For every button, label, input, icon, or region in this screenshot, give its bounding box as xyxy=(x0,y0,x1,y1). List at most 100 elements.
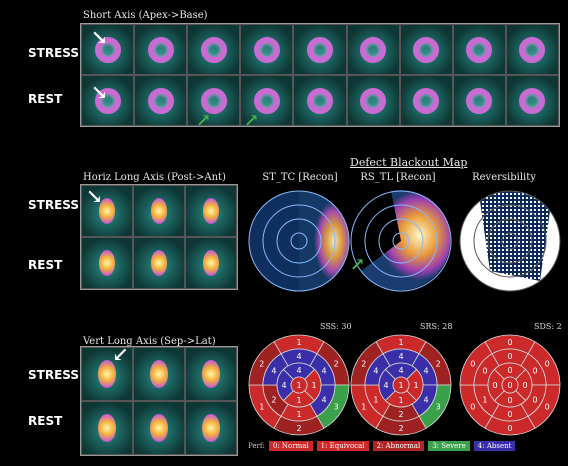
bullseye-score-label: 4 xyxy=(281,381,286,390)
green-arrow-icon: ↗ xyxy=(244,110,260,131)
vla-stress-label: STRESS xyxy=(28,368,80,382)
bullseye-score-label: 1 xyxy=(311,381,316,390)
bullseye-score-label: 0 xyxy=(482,367,487,376)
white-arrow-icon: ↙ xyxy=(112,342,129,366)
bullseye-score-label: 1 xyxy=(296,338,301,347)
bullseye-score-label: 0 xyxy=(533,367,538,376)
bullseye-score-label: 1 xyxy=(361,403,366,412)
tracer-uptake xyxy=(151,198,167,224)
perfusion-legend: Perf: 0: Normal 1: Equivocal 2: Abnormal… xyxy=(248,441,516,451)
bullseye-score-label: 1 xyxy=(296,381,301,390)
bullseye-score-label: 2 xyxy=(296,424,301,433)
bullseye-score-label: 2 xyxy=(259,360,264,369)
map-title-reversibility: Reversibility xyxy=(472,172,536,183)
tracer-uptake xyxy=(99,198,115,224)
score-sds: SDS: 2 xyxy=(534,322,562,331)
score-sss: SSS: 30 xyxy=(320,322,352,331)
scan-slice xyxy=(452,75,506,126)
bullseye-score-label: 4 xyxy=(296,352,301,361)
bullseye-score-label: 1 xyxy=(259,403,264,412)
scan-slice xyxy=(81,401,133,455)
scan-slice xyxy=(185,401,237,455)
score-srs: SRS: 28 xyxy=(420,322,453,331)
tracer-uptake xyxy=(519,36,546,63)
bullseye-score-label: 1 xyxy=(413,381,418,390)
bullseye-score-label: 0 xyxy=(545,403,550,412)
short-axis-title: Short Axis (Apex->Base) xyxy=(83,10,208,21)
tracer-uptake xyxy=(306,36,333,63)
legend-abnormal: 2: Abnormal xyxy=(372,441,425,451)
map-title-stress: ST_TC [Recon] xyxy=(262,172,338,183)
bullseye-score-label: 1 xyxy=(296,410,301,419)
scan-slice xyxy=(133,237,185,289)
vla-panel xyxy=(80,346,238,456)
legend-equivocal: 1: Equivocal xyxy=(316,441,369,451)
bullseye-score-label: 0 xyxy=(470,403,475,412)
scan-slice xyxy=(346,24,400,75)
hla-rest-label: REST xyxy=(28,258,63,272)
white-arrow-icon: ↘ xyxy=(91,25,108,49)
hla-title: Horiz Long Axis (Post->Ant) xyxy=(83,172,226,183)
bullseye-score-label: 0 xyxy=(533,396,538,405)
scan-slice xyxy=(81,75,135,126)
tracer-uptake xyxy=(519,87,546,114)
scan-slice xyxy=(505,75,559,126)
bullseye-score-label: 0 xyxy=(507,338,512,347)
tracer-uptake xyxy=(360,36,387,63)
bullseye-score-label: 4 xyxy=(383,381,388,390)
bullseye-score-label: 2 xyxy=(436,360,441,369)
green-arrow-icon: ↗ xyxy=(196,110,212,131)
tracer-uptake xyxy=(466,36,493,63)
bullseye-score-label: 3 xyxy=(436,403,441,412)
tracer-uptake xyxy=(253,87,280,114)
scan-slice xyxy=(293,24,347,75)
scan-slice xyxy=(81,185,133,237)
hla-slices xyxy=(81,185,237,289)
bullseye-score-label: 0 xyxy=(507,410,512,419)
tracer-uptake xyxy=(147,36,174,63)
polar-map-rest xyxy=(350,190,452,292)
tracer-uptake xyxy=(360,87,387,114)
legend-absent: 4: Absent xyxy=(473,441,516,451)
scan-slice xyxy=(452,24,506,75)
bullseye-score-label: 4 xyxy=(322,367,327,376)
scan-slice xyxy=(240,75,294,126)
polar-map-reversibility xyxy=(459,190,561,292)
tracer-uptake xyxy=(202,359,220,389)
bullseye-score-label: 3 xyxy=(334,403,339,412)
map-title-rest: RS_TL [Recon] xyxy=(360,172,436,183)
scan-slice xyxy=(187,24,241,75)
short-axis-panel xyxy=(80,23,560,127)
bullseye-score-label: 0 xyxy=(507,396,512,405)
scan-slice xyxy=(133,347,185,401)
bullseye-score-label: 2 xyxy=(398,410,403,419)
bullseye-score-label: 1 xyxy=(398,338,403,347)
scan-slice xyxy=(133,401,185,455)
bullseye-score-label: 1 xyxy=(482,396,487,405)
legend-severe: 3: Severe xyxy=(428,441,470,451)
scan-slice xyxy=(185,185,237,237)
tracer-uptake xyxy=(94,36,121,63)
white-arrow-icon: ↘ xyxy=(91,80,108,104)
hla-stress-label: STRESS xyxy=(28,198,80,212)
short-axis-rest-label: REST xyxy=(28,92,63,106)
scan-slice xyxy=(240,24,294,75)
bullseye-segment xyxy=(290,376,308,394)
scan-slice xyxy=(81,347,133,401)
bullseye-score-label: 0 xyxy=(507,424,512,433)
scan-slice xyxy=(185,237,237,289)
tracer-uptake xyxy=(203,250,219,276)
tracer-uptake xyxy=(98,413,116,443)
bullseye-score-label: 4 xyxy=(424,396,429,405)
bullseye-score-label: 4 xyxy=(398,366,403,375)
bullseye-score-label: 1 xyxy=(373,396,378,405)
scan-slice xyxy=(293,75,347,126)
scan-slice xyxy=(187,75,241,126)
bullseye-score-label: 0 xyxy=(470,360,475,369)
tracer-uptake xyxy=(147,87,174,114)
scan-slice xyxy=(399,24,453,75)
bullseye-score-label: 0 xyxy=(507,366,512,375)
tracer-uptake xyxy=(150,413,168,443)
